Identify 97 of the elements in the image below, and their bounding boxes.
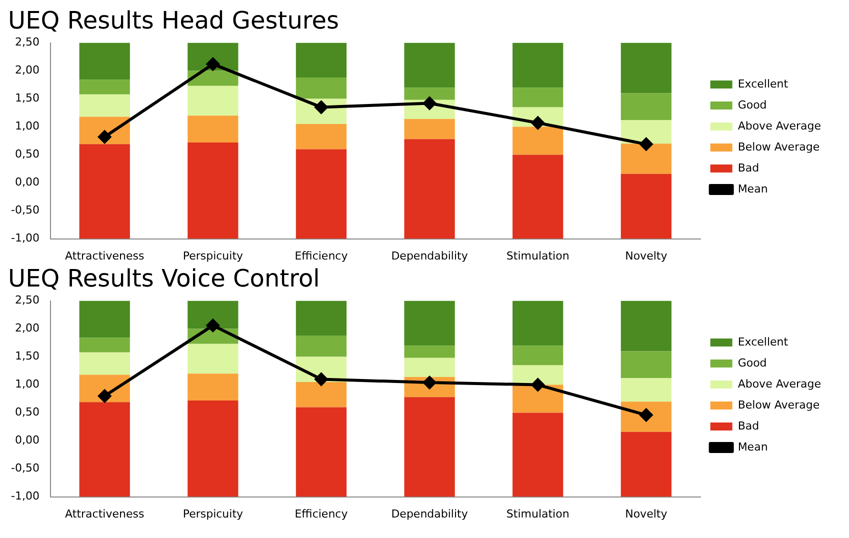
point xyxy=(206,318,220,332)
x-tick-label: Novelty xyxy=(625,507,668,520)
y-tick-label: 0,00 xyxy=(14,434,40,447)
legend-label: Above Average xyxy=(738,377,822,390)
y-tick-label: 2,00 xyxy=(14,322,40,335)
bar xyxy=(79,80,130,94)
bar xyxy=(188,142,238,239)
x-tick-label: Perspicuity xyxy=(182,507,244,520)
bar xyxy=(79,144,130,239)
bar xyxy=(404,397,455,497)
bar xyxy=(620,93,672,120)
legend-label: Below Average xyxy=(738,140,820,154)
bar xyxy=(620,432,672,497)
point xyxy=(531,378,544,392)
bar xyxy=(404,42,455,88)
point xyxy=(98,390,112,402)
bar xyxy=(512,346,564,366)
y-tick-label: 0,50 xyxy=(14,148,40,161)
x-tick-label: Stimulation xyxy=(506,507,570,520)
y-tick-label: -1,00 xyxy=(10,232,40,245)
y-tick-label: 0,00 xyxy=(14,176,40,189)
bar xyxy=(404,88,455,100)
legend-label: Excellent xyxy=(738,77,789,90)
y-tick-label: -0,50 xyxy=(10,462,40,475)
x-tick-label: Novelty xyxy=(625,249,668,262)
bar xyxy=(620,144,672,174)
bar xyxy=(512,88,564,108)
bar xyxy=(79,402,130,497)
bar xyxy=(404,358,455,377)
legend-label: Mean xyxy=(738,182,768,196)
x-tick-label: Efficiency xyxy=(294,507,348,520)
x-tick-label: Attractiveness xyxy=(65,507,144,520)
y-tick-label: 2,50 xyxy=(14,36,40,49)
legend-label: Bad xyxy=(738,161,760,174)
bar xyxy=(512,365,564,385)
bar xyxy=(296,407,347,497)
bar xyxy=(512,126,564,155)
bar xyxy=(512,384,564,413)
bar xyxy=(620,120,672,144)
bar xyxy=(188,344,238,374)
bar xyxy=(512,412,564,497)
bar xyxy=(188,86,238,116)
bar xyxy=(296,42,347,78)
legend-label: Below Average xyxy=(738,398,820,412)
bar xyxy=(296,336,347,357)
legend-label: Excellent xyxy=(738,335,789,348)
bar xyxy=(188,116,238,142)
bar xyxy=(404,139,455,239)
x-tick-label: Stimulation xyxy=(506,249,570,262)
bar xyxy=(188,374,238,400)
bar xyxy=(512,42,564,88)
chart-title: UEQ Results Head Gestures xyxy=(8,6,340,35)
legend-label: Mean xyxy=(738,440,768,454)
bar xyxy=(79,42,130,80)
bar xyxy=(404,118,455,140)
x-tick-label: Dependability xyxy=(391,507,468,520)
y-tick-label: 1,00 xyxy=(14,120,40,133)
bar xyxy=(404,346,455,358)
bar xyxy=(512,300,564,346)
y-tick-label: 1,00 xyxy=(14,378,40,391)
bar xyxy=(79,300,130,338)
x-tick-label: Efficiency xyxy=(294,249,348,262)
point xyxy=(314,372,328,386)
bar xyxy=(620,351,672,378)
bar xyxy=(512,154,564,239)
legend-label: Good xyxy=(738,356,767,370)
bar xyxy=(296,300,347,336)
bar xyxy=(296,382,347,408)
y-tick-label: -1,00 xyxy=(10,490,40,503)
y-tick-label: 1,50 xyxy=(14,92,40,105)
y-tick-label: 2,00 xyxy=(14,64,40,77)
bar xyxy=(620,42,672,94)
bar xyxy=(620,174,672,239)
bar xyxy=(620,300,672,352)
y-tick-label: 1,50 xyxy=(14,350,40,363)
bar xyxy=(404,300,455,346)
y-tick-label: 2,50 xyxy=(14,294,40,307)
bar xyxy=(79,94,130,117)
point xyxy=(640,138,653,151)
x-tick-label: Attractiveness xyxy=(65,249,144,262)
legend-label: Above Average xyxy=(738,119,822,132)
y-tick-label: 0,50 xyxy=(14,406,40,419)
y-tick-label: -0,50 xyxy=(10,204,40,217)
legend-label: Bad xyxy=(738,419,760,432)
x-tick-label: Dependability xyxy=(391,249,468,262)
x-tick-label: Perspicuity xyxy=(182,249,244,262)
bar xyxy=(79,352,130,375)
bar xyxy=(296,78,347,99)
bar xyxy=(188,300,238,329)
chart-title: UEQ Results Voice Control xyxy=(8,264,320,293)
bar xyxy=(188,400,238,497)
point xyxy=(206,58,220,71)
bar xyxy=(296,149,347,239)
bar xyxy=(79,338,130,352)
bar xyxy=(296,124,347,150)
bar xyxy=(620,378,672,402)
legend-label: Good xyxy=(738,98,767,112)
